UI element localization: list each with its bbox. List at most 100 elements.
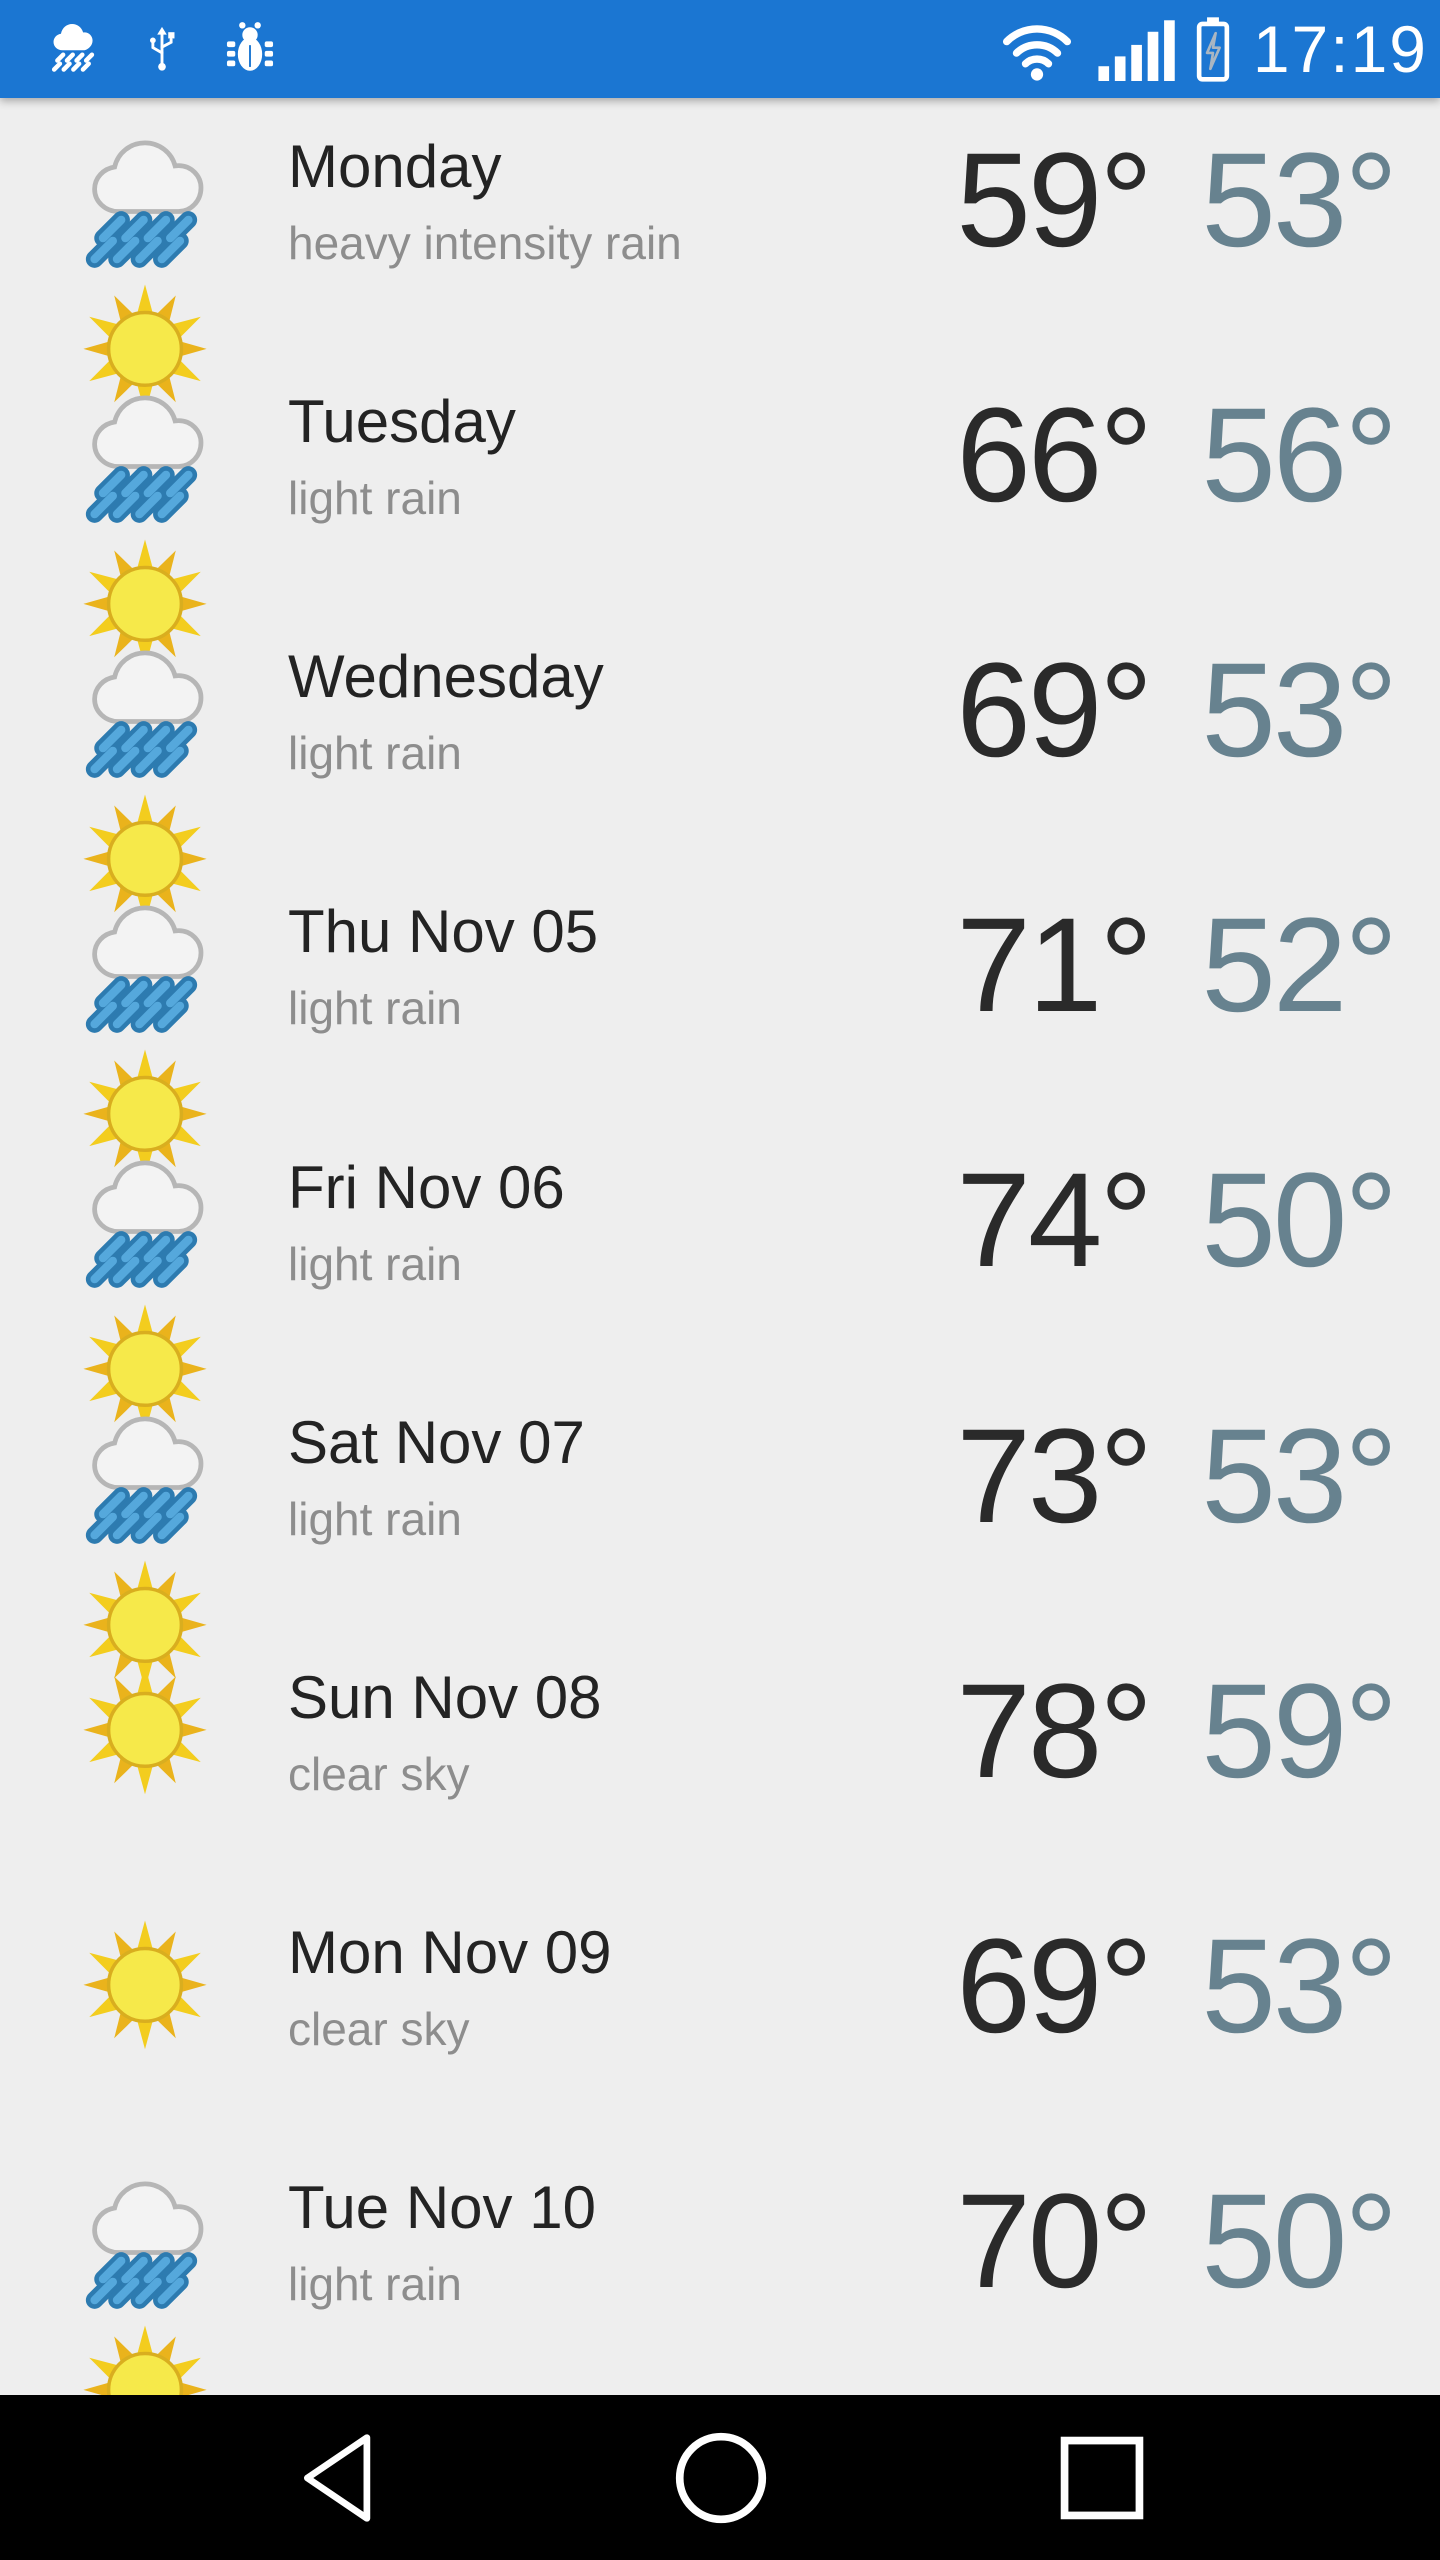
sun-icon [83, 284, 207, 413]
low-temp: 50° [1201, 1146, 1398, 1296]
forecast-row[interactable]: Fri Nov 06 light rain 74° 50° [0, 1119, 1440, 1434]
weather-icon-box [75, 891, 215, 1179]
day-label: Sat Nov 07 [288, 1408, 585, 1476]
recents-button[interactable] [1054, 2430, 1150, 2526]
forecast-row[interactable]: Tue Nov 10 light rain 70° 50° [0, 2140, 1440, 2395]
rain-cloud-icon [85, 140, 204, 268]
home-button[interactable] [673, 2430, 769, 2526]
day-label: Mon Nov 09 [288, 1919, 612, 1987]
battery-charging-icon [1196, 17, 1229, 82]
forecast-row[interactable]: Mon Nov 09 clear sky 69° 53° [0, 1885, 1440, 2140]
forecast-row[interactable]: Sat Nov 07 light rain 73° 53° [0, 1374, 1440, 1690]
condition-label: light rain [288, 1237, 462, 1290]
weather-icon-box [75, 1402, 215, 1690]
status-bar-notifications [42, 17, 282, 81]
status-time: 17:19 [1252, 12, 1428, 86]
weather-icon-box [75, 2167, 215, 2395]
temperatures: 69° 53° [830, 1912, 1398, 2062]
temperatures: 74° 50° [830, 1146, 1398, 1296]
weather-icon-box [75, 636, 215, 924]
high-temp: 69° [956, 636, 1153, 786]
forecast-row[interactable]: Monday heavy intensity rain 59° 53° [0, 98, 1440, 413]
sun-icon [83, 1665, 207, 1795]
signal-strength-icon [1098, 20, 1175, 81]
rain-cloud-icon [85, 650, 204, 778]
debug-icon [226, 22, 274, 71]
forecast-text: Fri Nov 06 light rain [288, 1153, 565, 1291]
sun-icon [83, 1049, 207, 1179]
low-temp: 50° [1201, 2167, 1398, 2317]
low-temp: 53° [1201, 636, 1398, 786]
rain-cloud-icon [85, 905, 204, 1034]
low-temp: 53° [1201, 1912, 1398, 2062]
condition-label: clear sky [288, 1747, 470, 1800]
temperatures: 69° 53° [830, 636, 1398, 786]
forecast-text: Tuesday light rain [288, 387, 516, 525]
status-bar-system-icons: 17:19 [995, 16, 1432, 82]
temperatures: 78° 59° [830, 1656, 1398, 1806]
temperatures: 70° 50° [830, 2167, 1398, 2317]
weather-icon-box [75, 126, 215, 413]
weather-icon-box [75, 1657, 215, 1807]
weather-icon-box [75, 1146, 215, 1434]
high-temp: 69° [956, 1912, 1153, 2062]
sun-icon [83, 1304, 207, 1434]
rain-cloud-icon [85, 395, 204, 523]
condition-label: light rain [288, 1492, 462, 1545]
forecast-text: Tue Nov 10 light rain [288, 2173, 596, 2311]
rain-cloud-icon [85, 2181, 204, 2310]
rain-cloud-icon [85, 1416, 204, 1544]
temperatures: 59° 53° [830, 125, 1398, 275]
sun-icon [83, 1920, 207, 2050]
low-temp: 53° [1201, 1401, 1398, 1551]
weather-icon-box [75, 381, 215, 669]
condition-label: light rain [288, 2258, 462, 2311]
high-temp: 73° [956, 1401, 1153, 1551]
low-temp: 59° [1201, 1656, 1398, 1806]
low-temp: 53° [1201, 125, 1398, 275]
high-temp: 78° [956, 1656, 1153, 1806]
back-button[interactable] [292, 2430, 388, 2526]
condition-label: light rain [288, 727, 462, 780]
low-temp: 52° [1201, 891, 1398, 1041]
sun-icon [83, 2325, 207, 2395]
day-label: Sun Nov 08 [288, 1663, 602, 1731]
forecast-row[interactable]: Sun Nov 08 clear sky 78° 59° [0, 1629, 1440, 1884]
wifi-icon [1002, 25, 1071, 81]
recents-icon [1060, 2436, 1144, 2519]
high-temp: 66° [956, 380, 1153, 530]
day-label: Monday [288, 132, 502, 200]
day-label: Fri Nov 06 [288, 1153, 565, 1221]
condition-label: light rain [288, 471, 462, 524]
navigation-bar [0, 2395, 1440, 2560]
forecast-list: Monday heavy intensity rain 59° 53° [0, 98, 1440, 2395]
status-bar: 17:19 [0, 0, 1440, 98]
home-icon [675, 2432, 767, 2523]
sun-icon [83, 794, 207, 924]
forecast-row[interactable]: Thu Nov 05 light rain 71° 52° [0, 864, 1440, 1179]
forecast-text: Sun Nov 08 clear sky [288, 1663, 602, 1801]
high-temp: 71° [956, 891, 1153, 1041]
day-label: Tue Nov 10 [288, 2174, 596, 2242]
day-label: Tuesday [288, 387, 516, 455]
high-temp: 74° [956, 1146, 1153, 1296]
forecast-row[interactable]: Tuesday light rain 66° 56° [0, 353, 1440, 669]
condition-label: heavy intensity rain [288, 216, 682, 269]
forecast-row[interactable]: Wednesday light rain 69° 53° [0, 608, 1440, 924]
temperatures: 71° 52° [830, 891, 1398, 1041]
forecast-text: Mon Nov 09 clear sky [288, 1918, 612, 2056]
sun-icon [83, 1560, 207, 1690]
forecast-text: Sat Nov 07 light rain [288, 1408, 585, 1546]
rain-cloud-icon [85, 1161, 204, 1289]
day-label: Wednesday [288, 643, 604, 711]
temperatures: 66° 56° [830, 380, 1398, 530]
temperatures: 73° 53° [830, 1401, 1398, 1551]
high-temp: 59° [956, 125, 1153, 275]
forecast-text: Monday heavy intensity rain [288, 132, 682, 270]
usb-icon [150, 26, 175, 71]
rain-notification-icon [51, 24, 95, 72]
low-temp: 56° [1201, 380, 1398, 530]
condition-label: clear sky [288, 2003, 470, 2056]
forecast-text: Thu Nov 05 light rain [288, 897, 598, 1035]
